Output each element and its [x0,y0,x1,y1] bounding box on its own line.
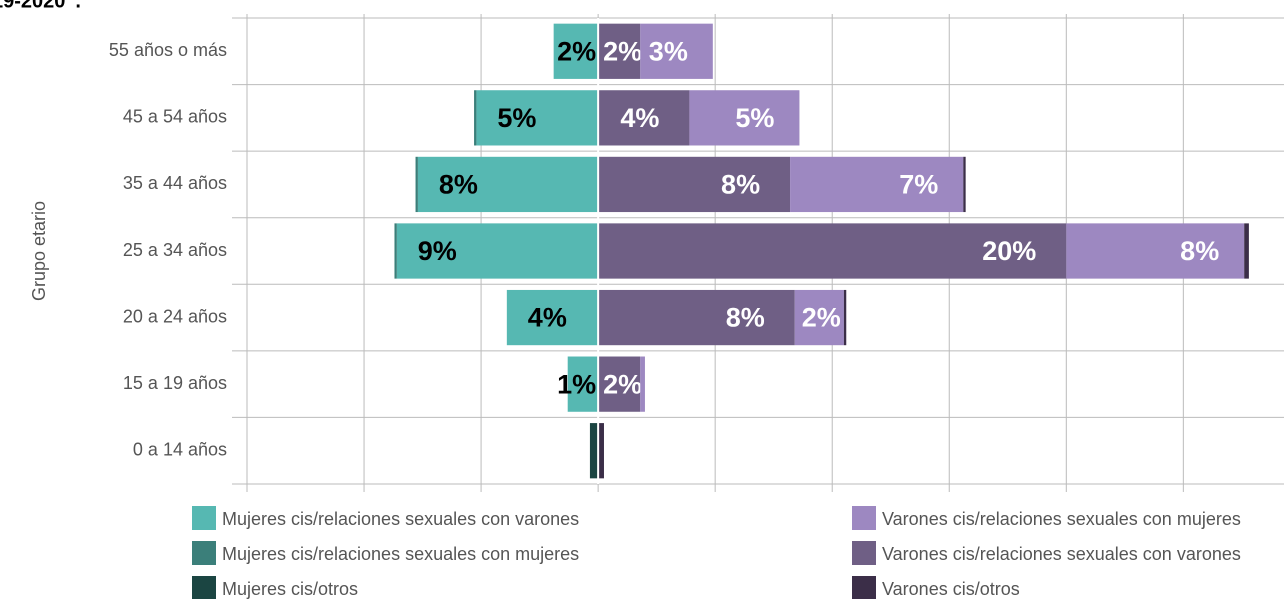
legend-swatch [192,506,216,530]
data-label: 4% [620,103,659,133]
legend-label: Varones cis/otros [882,579,1020,599]
data-label: 2% [802,303,841,333]
bar [396,223,599,279]
data-label: 8% [1180,236,1219,266]
chart-title: 19-2020”. [0,0,81,12]
data-label: 5% [497,103,536,133]
y-tick-label: 15 a 19 años [123,373,227,393]
bar [640,356,645,412]
data-label: 3% [649,36,688,66]
legend-swatch [192,576,216,599]
bar [640,23,713,79]
legend-label: Mujeres cis/relaciones sexuales con varo… [222,509,579,529]
legend-swatch [192,541,216,565]
legend-label: Mujeres cis/otros [222,579,358,599]
bar [598,356,641,412]
bar [474,90,477,146]
bar [689,90,800,146]
bar [843,289,847,346]
y-tick-label: 35 a 44 años [123,173,227,193]
y-axis-label: Grupo etario [29,201,49,301]
data-label: 9% [418,236,457,266]
bar [598,90,690,146]
y-tick-label: 45 a 54 años [123,107,227,127]
bar [506,289,599,346]
data-label: 8% [439,170,478,200]
y-tick-label: 20 a 24 años [123,306,227,326]
bar [415,156,418,213]
data-label: 4% [528,303,567,333]
bar [598,289,795,346]
data-label: 2% [603,369,642,399]
bar [476,90,599,146]
data-label: 2% [557,36,596,66]
bar [794,289,844,346]
data-label: 20% [982,236,1036,266]
y-tick-label: 0 a 14 años [133,439,227,459]
bar [394,223,397,279]
data-label: 8% [726,303,765,333]
y-tick-label: 55 años o más [109,40,227,60]
legend-swatch [852,506,876,530]
legend-label: Varones cis/relaciones sexuales con muje… [882,509,1241,529]
bar [567,356,599,412]
legend-label: Mujeres cis/relaciones sexuales con muje… [222,544,579,564]
legend-label: Varones cis/relaciones sexuales con varo… [882,544,1241,564]
bar [598,156,791,213]
bar [598,423,604,479]
legend-swatch [852,541,876,565]
bar [790,156,964,213]
bar [598,223,1067,279]
bar [963,156,966,213]
bar [598,23,641,79]
bar [1244,223,1249,279]
bar [417,156,599,213]
bar [1066,223,1245,279]
data-label: 1% [557,369,596,399]
data-label: 2% [603,36,642,66]
y-tick-label: 25 a 34 años [123,240,227,260]
bar [553,23,599,79]
legend-swatch [852,576,876,599]
data-label: 5% [735,103,774,133]
data-label: 7% [899,170,938,200]
bar [589,423,599,479]
data-label: 8% [721,170,760,200]
